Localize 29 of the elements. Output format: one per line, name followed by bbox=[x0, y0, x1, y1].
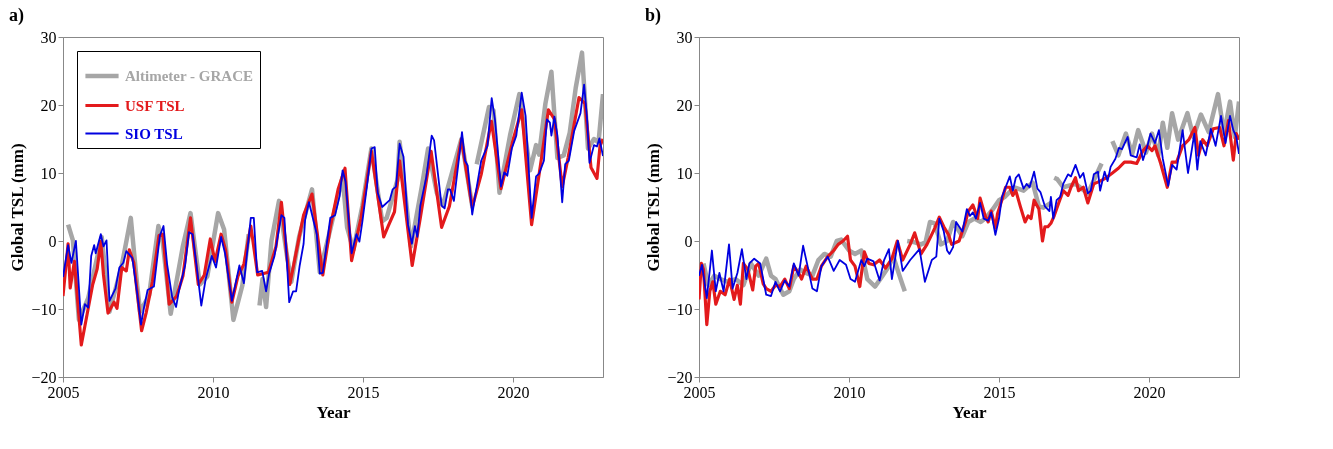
y-tick-label: 20 bbox=[40, 96, 57, 114]
x-tick-label: 2005 bbox=[683, 383, 716, 401]
x-tick-label: 2015 bbox=[347, 383, 380, 401]
x-tick-label: 2020 bbox=[1133, 383, 1166, 401]
legend-label: SIO TSL bbox=[125, 125, 183, 142]
y-tick-label: −20 bbox=[31, 368, 57, 386]
y-tick-label: 10 bbox=[40, 164, 57, 182]
legend-label: Altimeter - GRACE bbox=[125, 68, 254, 84]
y-tick-label: 30 bbox=[40, 28, 57, 46]
y-tick-label: 0 bbox=[684, 232, 693, 250]
legend-label: USF TSL bbox=[125, 97, 185, 114]
y-tick-label: −10 bbox=[667, 300, 693, 318]
x-tick-label: 2005 bbox=[47, 383, 80, 401]
y-tick-label: −20 bbox=[667, 368, 693, 386]
x-tick-label: 2020 bbox=[497, 383, 530, 401]
x-axis-title: Year bbox=[952, 402, 987, 422]
y-axis-title: Global TSL (mm) bbox=[8, 143, 28, 272]
chart-title: b) bbox=[644, 5, 661, 26]
x-tick-label: 2010 bbox=[197, 383, 230, 401]
x-tick-label: 2015 bbox=[983, 383, 1016, 401]
y-tick-label: 20 bbox=[676, 96, 693, 114]
x-tick-label: 2010 bbox=[833, 383, 866, 401]
y-tick-label: −10 bbox=[31, 300, 57, 318]
y-tick-label: 10 bbox=[676, 164, 693, 182]
y-tick-label: 0 bbox=[48, 232, 57, 250]
x-axis-title: Year bbox=[316, 402, 351, 422]
y-tick-label: 30 bbox=[676, 28, 693, 46]
chart-title: a) bbox=[8, 5, 24, 26]
y-axis-title: Global TSL (mm) bbox=[644, 143, 664, 272]
